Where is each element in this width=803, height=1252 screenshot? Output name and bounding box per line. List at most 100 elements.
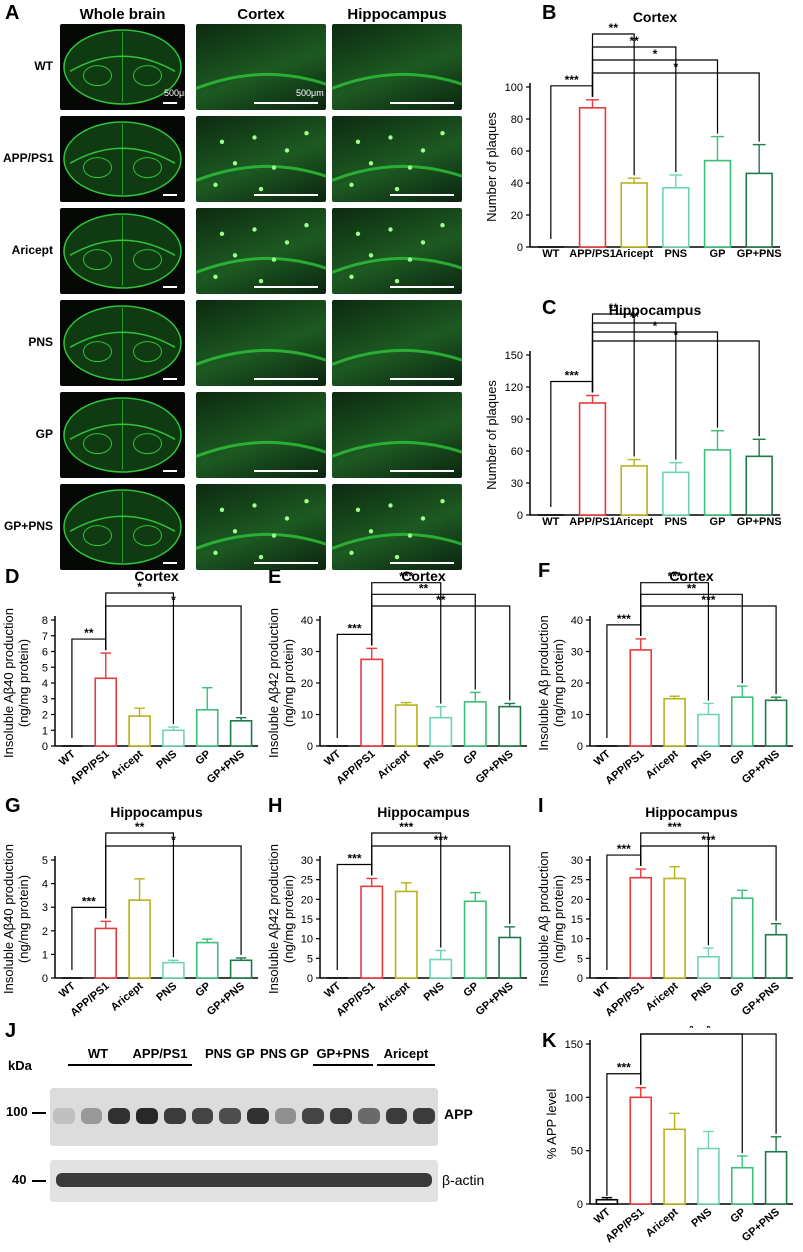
significance-bracket (640, 605, 777, 695)
y-axis-label: Insoluble Aβ production(ng/mg protein) (536, 615, 566, 750)
scale-bar (163, 286, 177, 288)
y-tick-label: 7 (42, 631, 48, 643)
y-tick-label: 0 (42, 973, 48, 985)
western-blot-panel: kDa WT APP/PS1 PNS GP PNS GP GP+PNS Aricept 100… (0, 1020, 535, 1252)
y-tick-label: 2 (42, 926, 48, 938)
y-tick-label: 20 (511, 210, 523, 222)
significance-label: *** (347, 851, 361, 865)
y-tick-label: 40 (301, 615, 313, 627)
y-tick-label: 0 (307, 741, 313, 753)
chart-title: Hippocampus (377, 804, 470, 820)
x-tick-label-wt: WT (57, 980, 78, 1000)
x-tick-label-aricept: Aricept (109, 980, 146, 1014)
bar-app-ps1 (578, 107, 607, 248)
significance-label: ** (135, 820, 145, 834)
chart-title: Hippocampus (609, 302, 702, 318)
chart-i-hippocampus-abeta: Hippocampus 0 5 10 15 20 25 30 Insoluble Aβ prod… (536, 804, 793, 1019)
x-tick-label-aricept: Aricept (644, 1206, 681, 1240)
x-tick-label-aricept: Aricept (375, 748, 412, 782)
y-tick-label: 1 (42, 949, 48, 961)
bar-app-ps1 (629, 876, 653, 979)
bar-gp-pns (498, 705, 522, 747)
x-tick-label-gp-pns: GP+PNS (737, 248, 782, 260)
significance-bracket (371, 845, 511, 924)
bar-gp (730, 897, 754, 979)
lane-group-line (313, 1064, 373, 1066)
micrograph-app-ps1-hippocampus (332, 116, 462, 202)
bar-gp-pns (745, 172, 773, 248)
significance-label: *** (617, 842, 631, 856)
y-tick-label: 150 (565, 1039, 583, 1051)
scale-bar (390, 470, 454, 472)
micrograph-aricept-cortex (196, 208, 326, 294)
y-tick-label: 90 (511, 414, 523, 426)
bar-pns (697, 713, 720, 747)
significance-bracket (336, 633, 373, 738)
app-band (136, 1108, 158, 1124)
column-header-whole-brain: Whole brain (79, 6, 166, 23)
marker-tick-100 (32, 1112, 46, 1114)
bar-aricept (394, 704, 418, 747)
significance-label: *** (347, 621, 361, 635)
y-tick-label: 20 (571, 678, 583, 690)
significance-bracket (591, 72, 760, 142)
significance-bracket (371, 593, 476, 690)
significance-label: ** (687, 581, 697, 595)
panel-letter-a: A (5, 2, 20, 24)
bar-pns (697, 1147, 720, 1205)
micrograph-pns-cortex (196, 300, 326, 386)
x-tick-label-gp-pns: GP+PNS (205, 748, 247, 786)
app-band (413, 1108, 435, 1124)
bar-gp-pns (229, 959, 253, 979)
x-tick-label-wt: WT (322, 980, 343, 1000)
x-tick-label-aricept: Aricept (644, 748, 681, 782)
significance-label: *** (434, 833, 448, 847)
chart-title: Cortex (669, 568, 714, 584)
significance-bracket (71, 906, 107, 970)
y-tick-label: 8 (42, 615, 48, 627)
y-tick-label: 0 (577, 1199, 583, 1211)
y-tick-label: 10 (301, 934, 313, 946)
micrograph-gp-pns-hippocampus (332, 484, 462, 570)
app-band (108, 1108, 131, 1124)
y-tick-label: 60 (511, 446, 523, 458)
y-tick-label: 15 (571, 914, 583, 926)
significance-label: *** (701, 833, 715, 847)
scale-bar (163, 378, 177, 380)
significance-label: * (171, 833, 176, 847)
y-tick-label: 20 (301, 894, 313, 906)
y-tick-label: 0 (42, 741, 48, 753)
app-band (330, 1108, 352, 1124)
y-tick-label: 5 (307, 953, 313, 965)
bar-gp-pns (764, 1150, 788, 1205)
bar-app-ps1 (629, 649, 653, 747)
bar-aricept (620, 465, 648, 516)
micrograph-aricept-whole-brain (60, 208, 185, 294)
y-tick-label: 0 (517, 242, 523, 254)
significance-bracket (640, 1033, 777, 1134)
bar-app-ps1 (578, 402, 607, 516)
y-tick-label: 30 (511, 478, 523, 490)
y-tick-label: 30 (571, 647, 583, 659)
app-band (385, 1108, 408, 1124)
bar-gp (703, 449, 732, 516)
y-axis-label: Insoluble Aβ production(ng/mg protein) (536, 851, 566, 986)
column-header-hippocampus: Hippocampus (347, 6, 447, 23)
marker-100: 100 (6, 1104, 28, 1119)
x-tick-label-pns: PNS (689, 1206, 714, 1230)
lane-group-line (68, 1064, 128, 1066)
significance-label: ** (609, 301, 619, 315)
y-tick-label: 1 (42, 725, 48, 737)
y-tick-label: 10 (571, 934, 583, 946)
bar-gp-pns (498, 936, 522, 979)
panel-letter-c: C (542, 297, 557, 319)
x-tick-label-aricept: Aricept (644, 980, 681, 1014)
chart-f-cortex-abeta: Cortex 0 10 20 30 40 Insoluble Aβ production(n… (536, 568, 793, 787)
scale-bar (390, 194, 454, 196)
scale-bar (390, 102, 454, 104)
app-band (80, 1108, 103, 1124)
y-tick-label: 0 (577, 741, 583, 753)
significance-label: * (673, 328, 678, 342)
significance-label: *** (617, 612, 631, 626)
